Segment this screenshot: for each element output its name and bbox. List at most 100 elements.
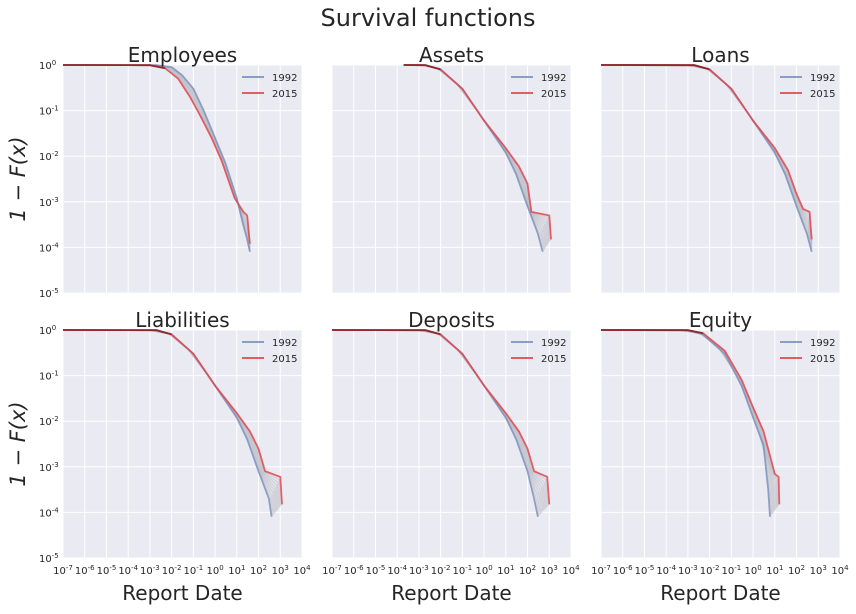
y-tick-label-exp: -5 <box>52 287 59 295</box>
panel-title: Liabilities <box>135 308 229 332</box>
panel-loans: Loans 1992 2015 <box>600 43 841 294</box>
y-tick-label-exp: -1 <box>52 370 59 378</box>
y-tick-label-base: 10 <box>39 61 52 72</box>
x-tick-label-exp: -2 <box>444 564 451 572</box>
x-tick-label: 103 <box>272 564 289 577</box>
x-tick-label-base: 10 <box>250 566 263 577</box>
y-tick-label: 100 <box>39 59 56 72</box>
y-tick-label-exp: -3 <box>52 196 59 204</box>
x-tick-label-base: 10 <box>744 566 757 577</box>
panels: Employees1992201510010-110-210-310-410-5… <box>6 43 849 605</box>
x-tick-label-exp: -4 <box>400 564 408 572</box>
y-tick-label-exp: -2 <box>52 415 59 423</box>
x-tick-label-base: 10 <box>118 566 131 577</box>
x-tick-label-base: 10 <box>613 566 626 577</box>
y-tick-label-base: 10 <box>39 107 52 118</box>
x-tick-label: 10-6 <box>75 564 95 577</box>
x-tick-label-base: 10 <box>788 566 801 577</box>
y-axis-label: 1 − F(x) <box>6 136 30 221</box>
x-tick-label-exp: 2 <box>263 564 267 572</box>
legend-label: 2015 <box>272 354 297 365</box>
series-line-1992 <box>62 64 251 252</box>
legend: 1992 2015 <box>242 338 297 365</box>
x-tick-label: 10-5 <box>635 564 655 577</box>
y-tick-label-exp: 0 <box>52 324 56 332</box>
y-tick-label-exp: 0 <box>52 59 56 67</box>
x-tick-label: 10-3 <box>409 564 429 577</box>
x-tick-label: 10-6 <box>613 564 633 577</box>
x-tick-label-exp: 0 <box>219 564 223 572</box>
panel-title: Employees <box>128 43 237 67</box>
x-tick-label: 101 <box>766 564 783 577</box>
x-tick-label-base: 10 <box>831 566 844 577</box>
x-tick-label: 10-6 <box>344 564 364 577</box>
x-tick-label-exp: 2 <box>801 564 805 572</box>
legend-label: 1992 <box>272 338 297 349</box>
y-tick-label: 10-4 <box>39 241 59 254</box>
legend: 1992 2015 <box>511 338 566 365</box>
panel-assets: Assets 1992 2015 <box>331 43 572 294</box>
x-tick-label: 103 <box>541 564 558 577</box>
x-tick-label: 102 <box>250 564 267 577</box>
x-tick-label-exp: -2 <box>175 564 182 572</box>
x-tick-label: 10-1 <box>453 564 473 577</box>
x-tick-label-base: 10 <box>272 566 285 577</box>
x-tick-label-base: 10 <box>519 566 532 577</box>
x-tick-label-exp: -6 <box>357 564 365 572</box>
x-tick-label: 10-4 <box>656 564 676 577</box>
x-tick-label-base: 10 <box>635 566 648 577</box>
y-tick-label-exp: -4 <box>52 506 60 514</box>
x-tick-label-base: 10 <box>387 566 400 577</box>
x-tick-label: 10-7 <box>591 564 611 577</box>
x-tick-label-base: 10 <box>140 566 153 577</box>
x-tick-label-base: 10 <box>322 566 335 577</box>
panel-liabilities: Liabilities1992201510010-110-210-310-410… <box>6 308 311 605</box>
x-tick-label: 10-2 <box>700 564 720 577</box>
x-tick-label: 10-3 <box>678 564 698 577</box>
plot-area <box>63 65 302 293</box>
legend-label: 1992 <box>810 73 835 84</box>
x-tick-label-exp: -7 <box>335 564 342 572</box>
x-tick-label: 104 <box>293 564 311 577</box>
x-tick-label-base: 10 <box>656 566 669 577</box>
legend: 1992 2015 <box>511 73 566 100</box>
x-tick-label-exp: -4 <box>669 564 677 572</box>
x-tick-label-exp: 2 <box>532 564 536 572</box>
x-tick-label-exp: -2 <box>713 564 720 572</box>
overlap-segment <box>600 329 704 335</box>
plot-area <box>332 330 571 558</box>
x-tick-label: 103 <box>810 564 827 577</box>
x-tick-label: 102 <box>788 564 805 577</box>
legend-label: 2015 <box>810 89 835 100</box>
x-tick-label: 10-3 <box>140 564 160 577</box>
x-tick-label-exp: -7 <box>66 564 73 572</box>
y-tick-label-base: 10 <box>39 326 52 337</box>
y-tick-label-base: 10 <box>39 463 52 474</box>
legend-label: 1992 <box>541 73 566 84</box>
x-tick-label-base: 10 <box>497 566 510 577</box>
y-tick-label: 10-2 <box>39 415 59 428</box>
x-tick-label-base: 10 <box>475 566 488 577</box>
legend: 1992 2015 <box>780 73 835 100</box>
y-tick-label-base: 10 <box>39 554 52 565</box>
y-tick-label: 100 <box>39 324 56 337</box>
y-tick-label: 10-4 <box>39 506 59 519</box>
x-tick-label: 102 <box>519 564 536 577</box>
x-tick-label-base: 10 <box>228 566 241 577</box>
x-tick-label-exp: -3 <box>691 564 698 572</box>
overlap-segment <box>331 329 441 336</box>
y-tick-label-base: 10 <box>39 372 52 383</box>
overlap-segment <box>403 64 441 71</box>
x-tick-label: 100 <box>744 564 761 577</box>
x-tick-label-exp: -4 <box>131 564 139 572</box>
x-tick-label: 10-7 <box>53 564 73 577</box>
x-tick-label-exp: 0 <box>757 564 761 572</box>
x-tick-label-base: 10 <box>453 566 466 577</box>
y-tick-label: 10-1 <box>39 370 59 383</box>
y-axis-label: 1 − F(x) <box>6 401 30 486</box>
x-tick-label: 101 <box>228 564 245 577</box>
y-tick-label: 10-2 <box>39 150 59 163</box>
x-tick-label: 10-2 <box>162 564 182 577</box>
